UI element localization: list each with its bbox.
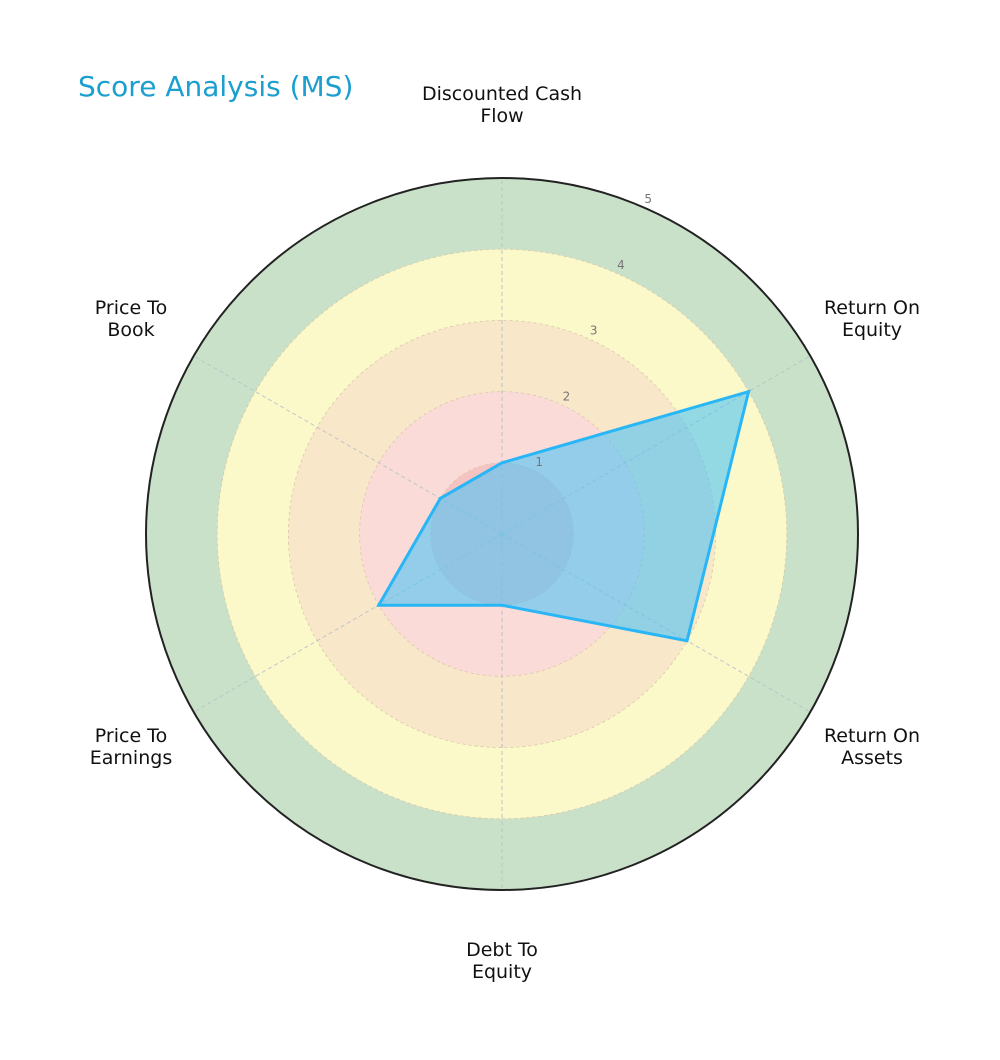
axis-label-return-on-equity: Return On Equity [823,297,921,341]
score-polygon [376,389,751,643]
radial-tick-label: 1 [535,455,543,469]
score-polygon-shape [376,389,751,643]
radial-tick-label: 5 [644,192,652,206]
axis-label-price-to-earnings: Price To Earnings [89,725,173,769]
outer-ring [145,177,859,891]
axis-label-return-on-assets: Return On Assets [823,725,921,769]
radial-tick-label: 3 [590,324,598,338]
axis-label-discounted-cash-flow: Discounted Cash Flow [421,83,583,127]
radial-ticks: 1 2 3 4 5 [535,192,652,469]
axis-label-debt-to-equity: Debt To Equity [466,939,538,983]
chart-title: Score Analysis (MS) [78,70,354,103]
radial-tick-label: 4 [617,258,625,272]
axis-label-price-to-book: Price To Book [94,297,168,341]
radial-tick-label: 2 [563,389,571,403]
